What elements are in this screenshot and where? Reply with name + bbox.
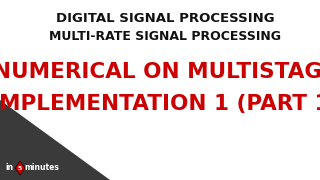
Text: DIGITAL SIGNAL PROCESSING: DIGITAL SIGNAL PROCESSING [56,12,274,24]
Polygon shape [15,161,25,175]
Text: minutes: minutes [25,163,60,172]
Text: 5: 5 [18,165,22,170]
Text: in: in [5,163,13,172]
Text: MULTI-RATE SIGNAL PROCESSING: MULTI-RATE SIGNAL PROCESSING [49,30,281,44]
Polygon shape [0,100,110,180]
Text: IMPLEMENTATION 1 (PART 1): IMPLEMENTATION 1 (PART 1) [0,94,320,114]
Text: NUMERICAL ON MULTISTAGE: NUMERICAL ON MULTISTAGE [0,62,320,82]
